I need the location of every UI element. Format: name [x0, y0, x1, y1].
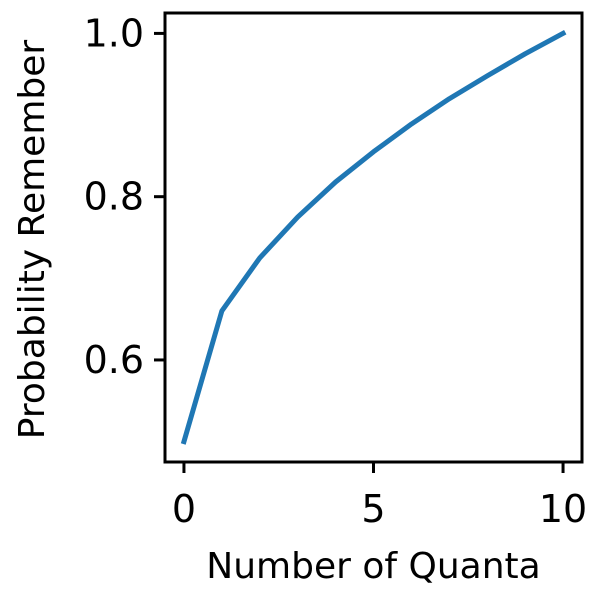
y-tick-label: 0.8	[84, 175, 144, 219]
x-tick-label: 5	[361, 487, 385, 531]
y-tick-label: 1.0	[84, 11, 144, 55]
x-axis-label: Number of Quanta	[206, 546, 540, 587]
y-tick-label: 0.6	[84, 338, 144, 382]
series-line-0	[180, 30, 567, 445]
y-axis: 0.6 0.8 1.0	[84, 11, 165, 382]
y-axis-label: Probability Remember	[12, 40, 53, 440]
plot-area	[180, 30, 567, 445]
x-tick-label: 10	[539, 487, 587, 531]
x-tick-label: 0	[172, 487, 196, 531]
x-axis: 0 5 10	[172, 462, 587, 531]
